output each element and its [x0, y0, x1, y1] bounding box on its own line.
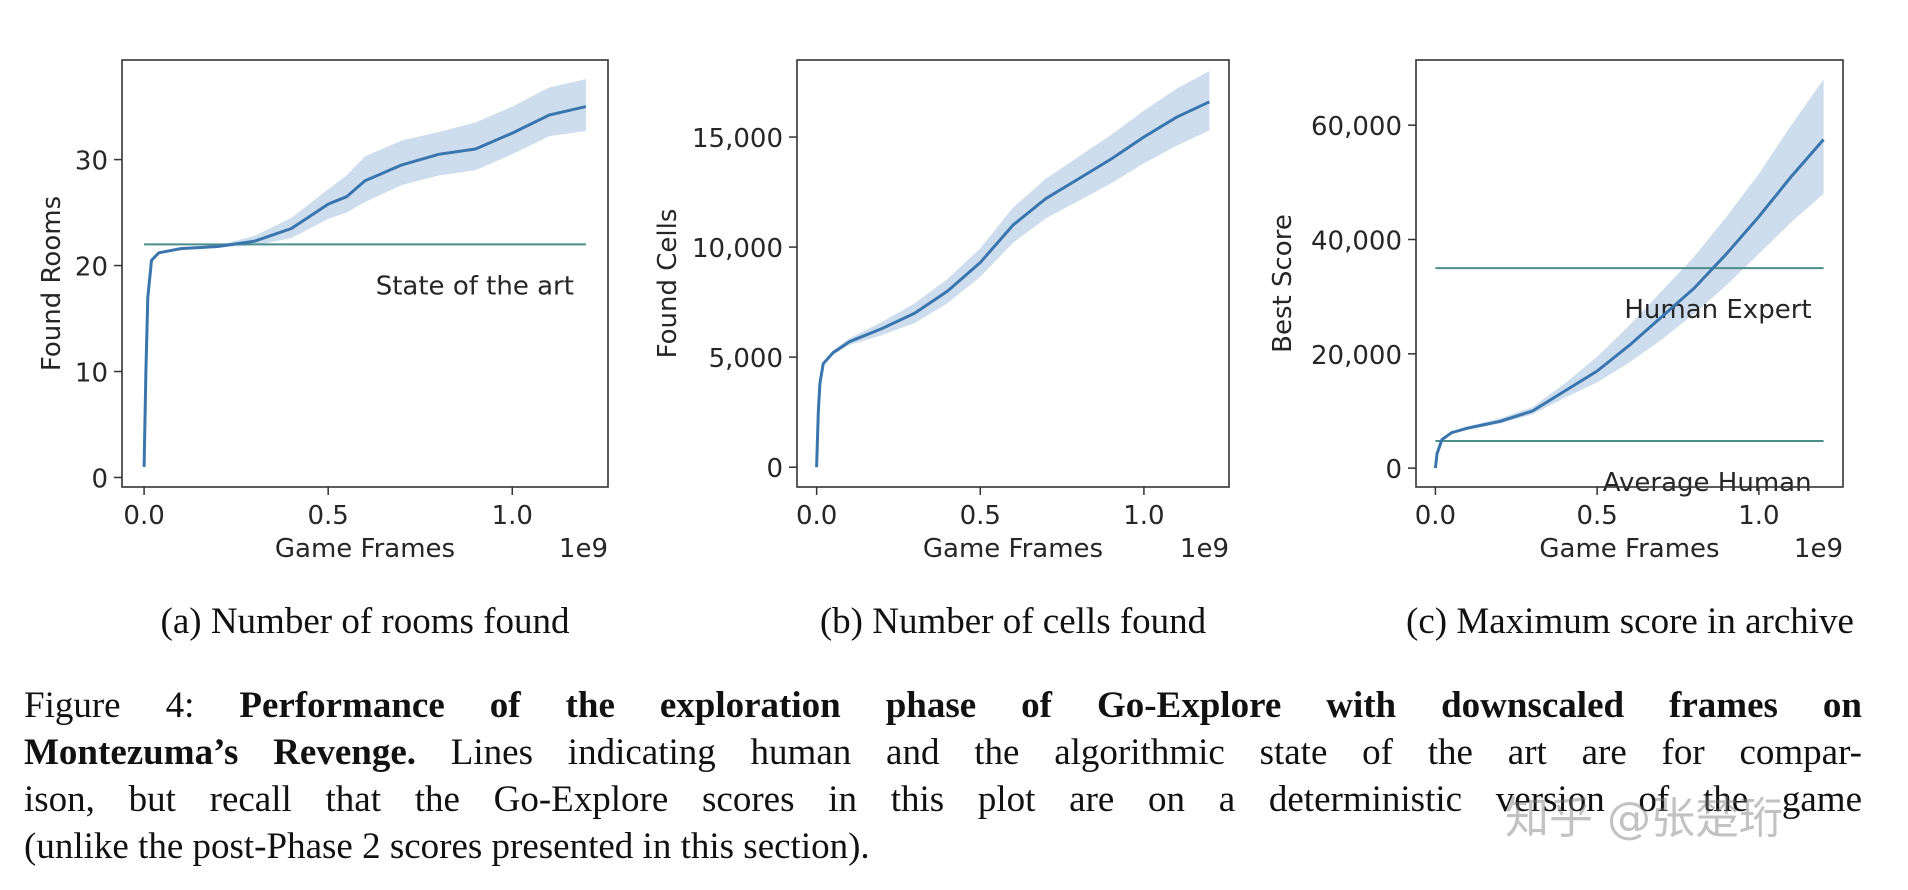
- subcaption-a: (a) Number of rooms found: [160, 601, 570, 642]
- confidence-band: [1435, 79, 1824, 469]
- y-axis-label: Found Rooms: [37, 196, 67, 371]
- caption-bold-text: Montezuma’s Revenge.: [24, 732, 417, 773]
- x-tick-label: 1.0: [1738, 501, 1779, 531]
- mean-line: [1433, 138, 1825, 469]
- y-tick-label: 60,000: [1311, 112, 1402, 142]
- y-axis-label: Best Score: [1268, 214, 1298, 353]
- caption-text: ison, but recall that the Go-Explore sco…: [24, 779, 1862, 820]
- y-tick-label: 30: [75, 147, 108, 177]
- caption-line: ison, but recall that the Go-Explore sco…: [24, 776, 1862, 823]
- x-tick-label: 0.0: [796, 501, 837, 531]
- x-axis-offset-label: 1e9: [559, 534, 608, 564]
- x-tick-label: 0.5: [308, 501, 349, 531]
- caption-bold-text: Performance of the exploration phase of …: [239, 685, 1862, 726]
- y-tick-label: 10: [75, 359, 108, 389]
- x-axis-label: Game Frames: [275, 534, 455, 564]
- x-tick-label: 1.0: [492, 501, 533, 531]
- y-tick-label: 5,000: [709, 344, 783, 374]
- figure-caption: Figure 4: Performance of the exploration…: [24, 682, 1862, 870]
- axes-frame: [121, 59, 609, 488]
- mean-line: [815, 100, 1211, 468]
- x-axis-label: Game Frames: [923, 534, 1103, 564]
- caption-text: Figure 4:: [24, 685, 240, 726]
- x-tick-label: 0.0: [123, 501, 164, 531]
- y-tick-label: 10,000: [692, 234, 783, 264]
- x-axis-offset-label: 1e9: [1180, 534, 1229, 564]
- x-tick-label: 0.0: [1415, 501, 1456, 531]
- x-axis-offset-label: 1e9: [1794, 534, 1843, 564]
- caption-line: (unlike the post-Phase 2 scores presente…: [24, 823, 1862, 870]
- y-tick-label: 15,000: [692, 124, 783, 154]
- y-tick-label: 0: [766, 454, 783, 484]
- chart-c: Human Expert Average Human 0.0 0.5 1.0 0 20,00…: [1268, 59, 1844, 564]
- caption-line: Figure 4: Performance of the exploration…: [24, 682, 1862, 729]
- caption-text: Lines indicating human and the algorithm…: [416, 732, 1862, 773]
- x-tick-label: 0.5: [1576, 501, 1617, 531]
- y-tick-label: 40,000: [1311, 226, 1402, 256]
- chart-a: State of the art 0.0 0.5 1.0 0 10 20 30 Game Fra…: [37, 59, 609, 564]
- watermark: 知乎 @张楚珩: [1505, 793, 1783, 844]
- y-tick-label: 0: [1385, 455, 1402, 485]
- caption-line: Montezuma’s Revenge. Lines indicating hu…: [24, 729, 1862, 776]
- axes-frame: [796, 59, 1230, 488]
- y-tick-label: 20,000: [1311, 341, 1402, 371]
- reference-line-label: State of the art: [376, 271, 574, 301]
- confidence-band: [816, 71, 1210, 468]
- x-axis-label: Game Frames: [1539, 534, 1719, 564]
- x-tick-label: 0.5: [960, 501, 1001, 531]
- y-tick-label: 0: [91, 464, 108, 494]
- caption-text: (unlike the post-Phase 2 scores presente…: [24, 826, 870, 867]
- subcaption-c: (c) Maximum score in archive: [1406, 601, 1854, 642]
- x-tick-label: 1.0: [1123, 501, 1164, 531]
- subcaption-b: (b) Number of cells found: [819, 601, 1207, 642]
- y-tick-label: 20: [75, 253, 108, 283]
- axes-frame: [1415, 59, 1844, 488]
- y-axis-label: Found Cells: [653, 209, 683, 359]
- reference-line-label: Average Human: [1603, 468, 1812, 498]
- figure-charts: State of the art 0.0 0.5 1.0 0 10 20 30 Game Fra…: [37, 59, 1844, 564]
- reference-line-label: Human Expert: [1624, 295, 1811, 325]
- mean-line: [142, 105, 587, 467]
- chart-b: 0.0 0.5 1.0 0 5,000 10,000 15,000 Game Frames 1e…: [653, 59, 1230, 564]
